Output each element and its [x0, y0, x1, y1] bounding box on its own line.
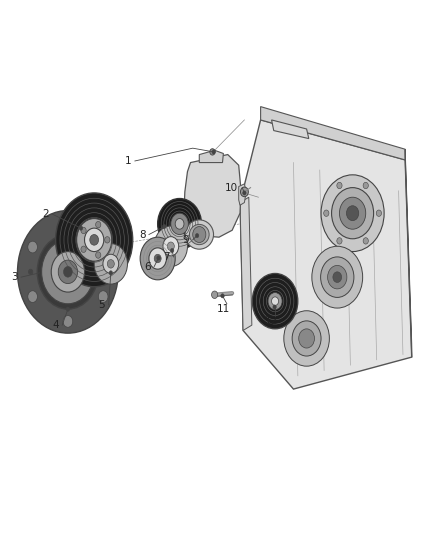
Text: 8: 8	[139, 230, 145, 239]
Circle shape	[193, 227, 206, 243]
Circle shape	[42, 240, 94, 304]
Circle shape	[154, 226, 187, 266]
Circle shape	[312, 246, 363, 308]
Circle shape	[64, 266, 72, 277]
Ellipse shape	[185, 220, 214, 249]
Circle shape	[240, 187, 248, 197]
Circle shape	[175, 219, 184, 229]
Circle shape	[171, 213, 188, 235]
Circle shape	[167, 242, 174, 251]
Circle shape	[154, 254, 161, 263]
Text: 1: 1	[125, 156, 131, 166]
Polygon shape	[266, 287, 275, 298]
Circle shape	[140, 237, 175, 280]
Circle shape	[37, 235, 99, 309]
Circle shape	[195, 233, 199, 238]
Circle shape	[321, 257, 354, 297]
Text: 3: 3	[11, 272, 18, 282]
Circle shape	[333, 272, 342, 282]
Circle shape	[95, 252, 101, 259]
Circle shape	[77, 219, 112, 261]
Circle shape	[284, 311, 329, 366]
Circle shape	[332, 188, 374, 239]
Circle shape	[337, 238, 342, 244]
Circle shape	[29, 270, 32, 274]
Circle shape	[90, 235, 99, 245]
Circle shape	[105, 237, 110, 243]
Text: 9: 9	[183, 235, 189, 245]
Ellipse shape	[158, 199, 201, 249]
Circle shape	[149, 248, 166, 269]
Circle shape	[58, 260, 78, 284]
Text: 7: 7	[163, 252, 170, 262]
Text: 5: 5	[99, 300, 105, 310]
Circle shape	[321, 175, 384, 252]
Circle shape	[85, 228, 104, 252]
Circle shape	[51, 252, 85, 292]
Circle shape	[324, 210, 329, 216]
Circle shape	[109, 271, 113, 275]
Circle shape	[299, 329, 314, 348]
Circle shape	[63, 216, 73, 228]
Circle shape	[339, 197, 366, 229]
Polygon shape	[199, 150, 223, 163]
Polygon shape	[272, 120, 309, 139]
Circle shape	[95, 221, 101, 228]
Circle shape	[99, 241, 108, 253]
Text: 4: 4	[52, 320, 59, 330]
Circle shape	[363, 238, 368, 244]
Circle shape	[81, 246, 86, 253]
Text: 11: 11	[217, 304, 230, 314]
Circle shape	[63, 316, 73, 327]
Circle shape	[212, 291, 218, 298]
Circle shape	[28, 269, 33, 274]
Circle shape	[292, 321, 321, 356]
Circle shape	[66, 307, 70, 311]
Circle shape	[103, 254, 119, 273]
Polygon shape	[240, 120, 412, 389]
Circle shape	[79, 226, 83, 230]
Polygon shape	[405, 149, 412, 357]
Circle shape	[18, 211, 118, 333]
Circle shape	[212, 150, 215, 154]
Ellipse shape	[190, 224, 209, 245]
Circle shape	[81, 227, 86, 233]
Text: 6: 6	[144, 262, 151, 271]
Circle shape	[163, 237, 179, 256]
Circle shape	[157, 256, 160, 260]
Polygon shape	[239, 184, 246, 205]
Circle shape	[337, 182, 342, 189]
Circle shape	[243, 191, 246, 195]
Circle shape	[170, 248, 174, 253]
Circle shape	[99, 291, 108, 303]
Circle shape	[328, 265, 347, 289]
Circle shape	[94, 244, 127, 284]
Polygon shape	[240, 197, 252, 330]
Circle shape	[107, 260, 114, 268]
Circle shape	[346, 206, 359, 221]
Circle shape	[376, 210, 381, 216]
Circle shape	[28, 291, 37, 303]
Circle shape	[363, 182, 368, 189]
Text: 2: 2	[42, 209, 49, 219]
Polygon shape	[261, 107, 405, 160]
Text: 12: 12	[265, 316, 278, 326]
Circle shape	[221, 294, 224, 298]
Circle shape	[272, 297, 279, 305]
Text: 10: 10	[225, 183, 238, 192]
Circle shape	[56, 193, 133, 287]
Polygon shape	[184, 155, 241, 237]
Circle shape	[162, 224, 166, 229]
Circle shape	[273, 305, 276, 309]
Circle shape	[268, 293, 282, 310]
Circle shape	[252, 273, 298, 329]
Circle shape	[210, 149, 215, 155]
Circle shape	[28, 241, 37, 253]
